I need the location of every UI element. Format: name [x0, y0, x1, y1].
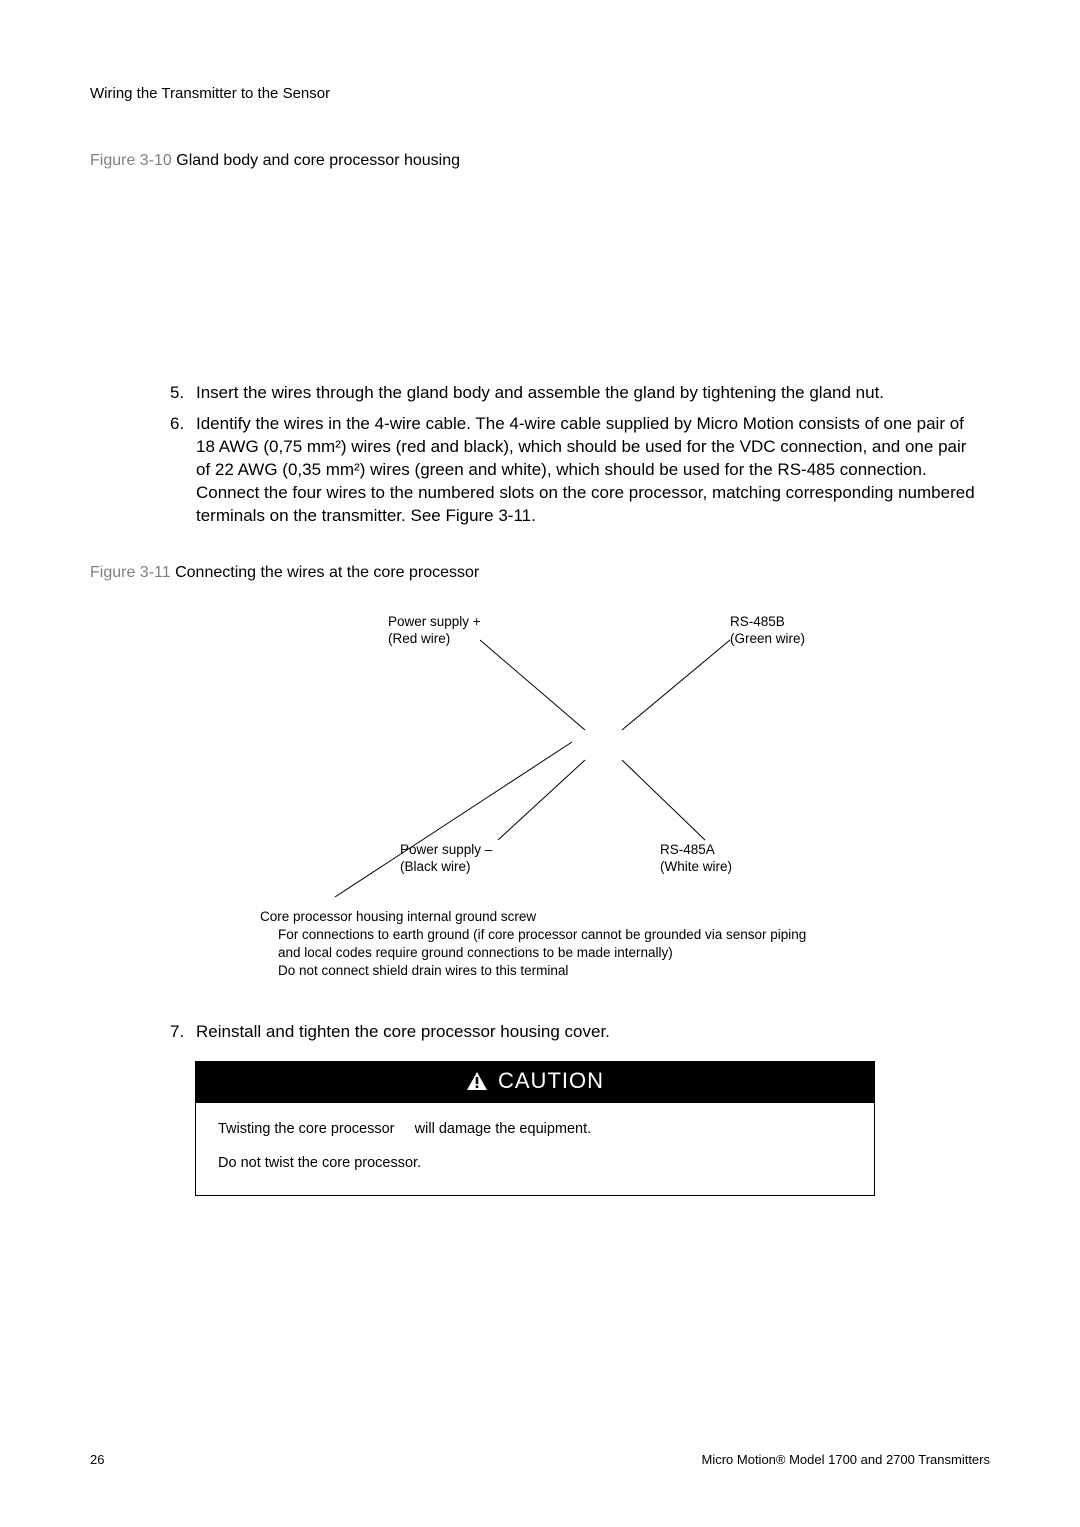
note-line: For connections to earth ground (if core…	[260, 926, 820, 962]
page: Wiring the Transmitter to the Sensor Fig…	[0, 0, 1080, 1527]
list-number: 7.	[170, 1021, 196, 1044]
label-line: (Green wire)	[730, 631, 805, 646]
list-text: Insert the wires through the gland body …	[196, 382, 980, 405]
caution-body: Twisting the core processor will damage …	[196, 1103, 874, 1195]
label-rs485b: RS-485B (Green wire)	[730, 614, 805, 648]
list-item: 7. Reinstall and tighten the core proces…	[170, 1021, 980, 1044]
figure-number: Figure 3-11	[90, 564, 171, 581]
figure-3-10-placeholder	[90, 182, 990, 382]
label-line: (White wire)	[660, 859, 732, 874]
figure-3-11-caption: Figure 3-11 Connecting the wires at the …	[90, 564, 990, 582]
page-number: 26	[90, 1452, 104, 1467]
figure-3-10-caption: Figure 3-10 Gland body and core processo…	[90, 152, 990, 170]
page-footer: 26 Micro Motion® Model 1700 and 2700 Tra…	[90, 1452, 990, 1467]
note-line: Do not connect shield drain wires to thi…	[260, 962, 990, 980]
caution-box: CAUTION Twisting the core processor will…	[195, 1061, 875, 1196]
note-line: Core processor housing internal ground s…	[260, 908, 990, 926]
list-item: 5. Insert the wires through the gland bo…	[170, 382, 980, 405]
caution-header: CAUTION	[196, 1062, 874, 1103]
label-line: Power supply +	[388, 614, 481, 629]
label-power-supply-plus: Power supply + (Red wire)	[388, 614, 481, 648]
caution-text: Twisting the core processor	[218, 1121, 395, 1137]
list-text: Identify the wires in the 4-wire cable. …	[196, 413, 980, 528]
caution-title: CAUTION	[498, 1068, 604, 1094]
label-rs485a: RS-485A (White wire)	[660, 842, 732, 876]
doc-title: Micro Motion® Model 1700 and 2700 Transm…	[702, 1452, 991, 1467]
ordered-list-continued: 7. Reinstall and tighten the core proces…	[170, 1021, 980, 1044]
caution-text: will damage the equipment.	[415, 1121, 592, 1137]
label-line: (Black wire)	[400, 859, 471, 874]
figure-3-11-diagram: Power supply + (Red wire) RS-485B (Green…	[260, 602, 940, 902]
figure-title: Gland body and core processor housing	[176, 152, 460, 169]
diagram-lines	[260, 602, 940, 902]
list-item: 6. Identify the wires in the 4-wire cabl…	[170, 413, 980, 528]
figure-3-11-notes: Core processor housing internal ground s…	[260, 908, 990, 981]
label-power-supply-minus: Power supply – (Black wire)	[400, 842, 492, 876]
caution-paragraph: Do not twist the core processor.	[218, 1155, 852, 1171]
figure-title: Connecting the wires at the core process…	[175, 564, 479, 581]
label-line: (Red wire)	[388, 631, 450, 646]
list-number: 6.	[170, 413, 196, 528]
warning-icon	[466, 1071, 488, 1091]
label-line: RS-485A	[660, 842, 715, 857]
figure-number: Figure 3-10	[90, 152, 172, 169]
ordered-list: 5. Insert the wires through the gland bo…	[170, 382, 980, 528]
label-line: Power supply –	[400, 842, 492, 857]
section-header: Wiring the Transmitter to the Sensor	[90, 85, 990, 102]
label-line: RS-485B	[730, 614, 785, 629]
caution-paragraph: Twisting the core processor will damage …	[218, 1121, 852, 1137]
list-number: 5.	[170, 382, 196, 405]
list-text: Reinstall and tighten the core processor…	[196, 1021, 980, 1044]
